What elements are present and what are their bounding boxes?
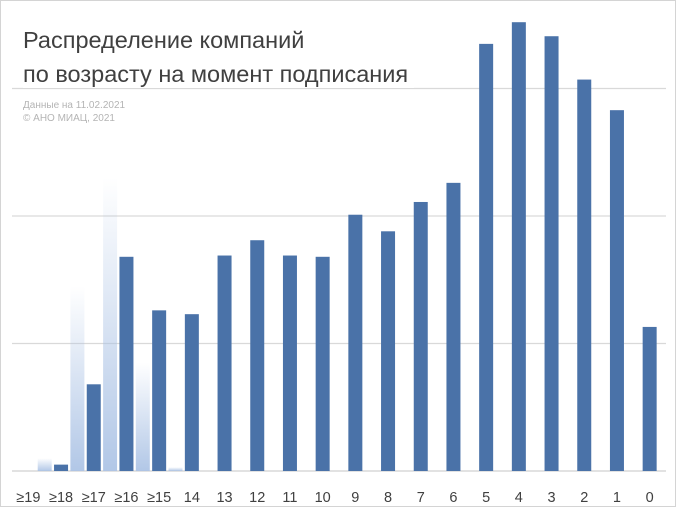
- x-tick-label: 0: [646, 490, 654, 506]
- fade-overlay-bar: [70, 286, 85, 471]
- bar: [315, 256, 330, 471]
- bar: [511, 22, 526, 471]
- x-tick-label: 5: [482, 490, 490, 506]
- x-tick-label: ≥18: [49, 490, 73, 506]
- bar: [381, 231, 396, 471]
- x-tick-label: 14: [184, 490, 200, 506]
- chart-title-line-1: Распределение компаний: [23, 27, 311, 54]
- bar: [217, 255, 232, 471]
- bar: [642, 326, 657, 471]
- fade-overlay-bar: [37, 458, 52, 471]
- x-tick-label: 13: [216, 490, 232, 506]
- bar: [184, 314, 199, 471]
- x-tick-label: ≥19: [16, 490, 40, 506]
- bar: [86, 384, 101, 471]
- bar: [544, 36, 559, 471]
- bar: [54, 464, 69, 471]
- bar: [250, 240, 265, 471]
- fade-overlay-bar: [103, 177, 118, 471]
- x-tick-label: 11: [282, 490, 297, 506]
- x-tick-label: ≥17: [82, 490, 106, 506]
- x-tick-label: 3: [548, 490, 556, 506]
- bar: [479, 43, 494, 471]
- x-tick-label: ≥16: [114, 490, 138, 506]
- bar: [152, 310, 167, 471]
- bar: [413, 201, 428, 471]
- x-tick-label: 4: [515, 490, 523, 506]
- x-tick-label: 9: [351, 490, 359, 506]
- x-tick-label: 12: [249, 490, 265, 506]
- x-tick-label: 7: [417, 490, 425, 506]
- bar: [348, 214, 363, 471]
- chart-title-line-2: по возрасту на момент подписания: [23, 61, 415, 88]
- x-tick-label: 6: [449, 490, 457, 506]
- data-date-note: Данные на 11.02.2021: [23, 100, 126, 111]
- x-tick-label: 8: [384, 490, 392, 506]
- bar: [577, 79, 592, 471]
- x-tick-label: ≥15: [147, 490, 171, 506]
- bar: [446, 182, 461, 471]
- copyright-note: © АНО МИАЦ, 2021: [23, 113, 115, 124]
- x-tick-label: 10: [315, 490, 331, 506]
- fade-overlay-bar: [135, 362, 150, 471]
- fade-overlay-bar: [168, 467, 183, 471]
- x-tick-label: 2: [580, 490, 588, 506]
- bar: [609, 110, 624, 472]
- bar: [282, 255, 297, 471]
- bar: [119, 256, 134, 471]
- x-tick-label: 1: [613, 490, 621, 506]
